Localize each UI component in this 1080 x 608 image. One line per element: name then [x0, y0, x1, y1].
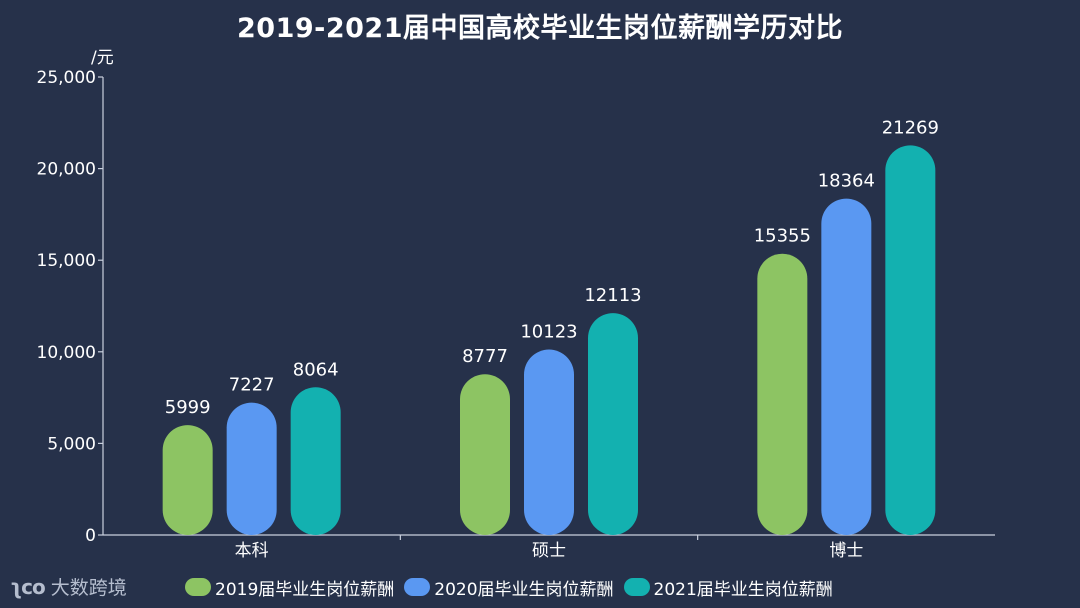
bar	[588, 313, 638, 535]
bar	[290, 387, 341, 535]
legend-label: 2020届毕业生岗位薪酬	[434, 579, 614, 600]
y-tick-label: 15,000	[37, 251, 96, 271]
y-tick-label: 25,000	[37, 68, 96, 88]
data-label: 21269	[882, 117, 939, 138]
x-tick-label: 硕士	[532, 541, 566, 561]
legend-label: 2021届毕业生岗位薪酬	[653, 579, 833, 600]
data-label: 8064	[293, 359, 339, 380]
y-tick-label: 0	[85, 526, 96, 546]
legend-swatch	[404, 578, 431, 596]
bar	[821, 198, 872, 535]
bar	[460, 374, 510, 535]
legend-item: 2020届毕业生岗位薪酬	[404, 575, 614, 600]
brand-logo-icon: ʅco	[10, 574, 46, 599]
legend-item: 2021届毕业生岗位薪酬	[623, 575, 833, 600]
y-tick-label: 5,000	[47, 434, 96, 454]
data-label: 15355	[754, 226, 811, 247]
data-label: 12113	[584, 285, 641, 306]
bar	[524, 349, 574, 535]
brand-name: 大数跨境	[50, 577, 127, 599]
legend-swatch	[623, 578, 650, 596]
y-tick-label: 20,000	[37, 160, 96, 180]
y-axis-unit-label: /元	[91, 48, 114, 68]
chart-legend: 2019届毕业生岗位薪酬 2020届毕业生岗位薪酬 2021届毕业生岗位薪酬	[185, 572, 833, 602]
bar	[757, 253, 808, 535]
brand-watermark: ʅco 大数跨境	[10, 573, 127, 600]
legend-item: 2019届毕业生岗位薪酬	[185, 575, 394, 600]
bar	[226, 402, 277, 535]
data-label: 8777	[462, 346, 508, 367]
data-label: 18364	[818, 171, 875, 192]
bar	[162, 425, 213, 535]
data-label: 5999	[165, 397, 211, 418]
x-tick-label: 本科	[235, 541, 269, 561]
legend-swatch	[185, 578, 211, 596]
chart-title: 2019-2021届中国高校毕业生岗位薪酬学历对比	[237, 13, 843, 44]
data-label: 7227	[229, 375, 275, 396]
legend-label: 2019届毕业生岗位薪酬	[215, 579, 395, 600]
y-tick-label: 10,000	[37, 343, 96, 363]
data-label: 10123	[520, 322, 577, 343]
bar	[885, 145, 936, 535]
x-tick-label: 博士	[829, 541, 863, 561]
